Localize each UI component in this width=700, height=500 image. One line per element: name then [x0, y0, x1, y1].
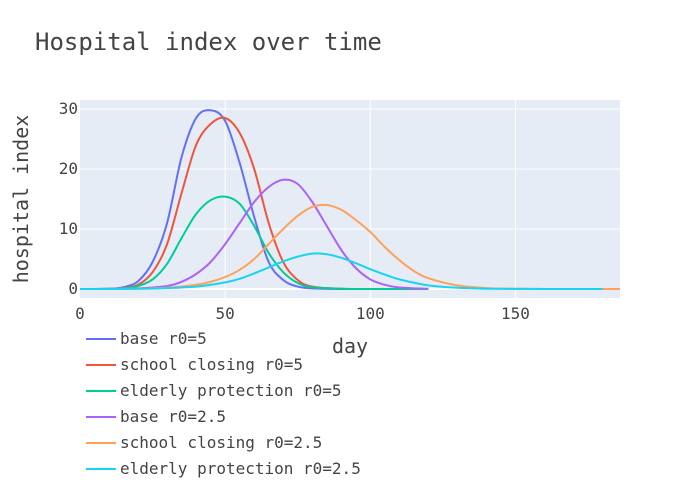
- legend-label: elderly protection r0=2.5: [120, 459, 361, 478]
- series-line-5: [79, 203, 621, 291]
- legend-item-3[interactable]: elderly protection r0=5: [86, 381, 342, 400]
- legend: base r0=5 school closing r0=5 elderly prot…: [86, 329, 361, 478]
- x-tick-label: 0: [75, 304, 85, 323]
- legend-item-1[interactable]: base r0=5: [86, 329, 207, 348]
- y-tick-label: 20: [59, 159, 78, 178]
- legend-item-5[interactable]: school closing r0=2.5: [86, 433, 322, 452]
- legend-label: elderly protection r0=5: [120, 381, 342, 400]
- x-tick-label: 150: [501, 304, 530, 323]
- legend-item-4[interactable]: base r0=2.5: [86, 407, 226, 426]
- series-lines: [79, 109, 621, 291]
- series-line-1: [79, 109, 429, 291]
- plot-area: [80, 100, 620, 298]
- y-tick-label: 10: [59, 219, 78, 238]
- y-tick-label: 30: [59, 99, 78, 118]
- y-tick-labels: 0 10 20 30: [59, 99, 78, 298]
- y-tick-label: 0: [68, 279, 78, 298]
- x-tick-label: 100: [356, 304, 385, 323]
- x-tick-labels: 0 50 100 150: [75, 304, 530, 323]
- legend-item-6[interactable]: elderly protection r0=2.5: [86, 459, 361, 478]
- x-axis-title: day: [332, 334, 368, 358]
- chart-title: Hospital index over time: [35, 28, 382, 56]
- series-line-6: [79, 252, 603, 291]
- legend-label: school closing r0=2.5: [120, 433, 322, 452]
- legend-label: base r0=2.5: [120, 407, 226, 426]
- legend-label: base r0=5: [120, 329, 207, 348]
- legend-label: school closing r0=5: [120, 355, 303, 374]
- series-line-3: [79, 195, 429, 291]
- legend-item-2[interactable]: school closing r0=5: [86, 355, 303, 374]
- series-line-4: [79, 178, 429, 290]
- y-axis-title: hospital index: [9, 115, 33, 284]
- x-tick-label: 50: [216, 304, 235, 323]
